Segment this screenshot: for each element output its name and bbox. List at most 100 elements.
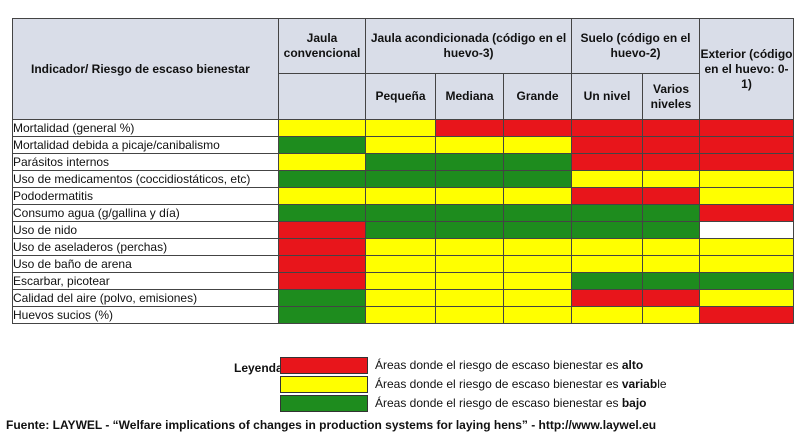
row-label: Huevos sucios (%) xyxy=(12,306,279,324)
risk-cell-red xyxy=(642,153,700,171)
risk-cell-yellow xyxy=(503,306,572,324)
risk-cell-yellow xyxy=(435,306,504,324)
risk-cell-green xyxy=(642,221,700,239)
header-medium: Mediana xyxy=(435,73,504,120)
risk-cell-yellow xyxy=(365,272,436,290)
risk-cell-yellow xyxy=(699,255,794,273)
risk-cell-yellow xyxy=(278,187,366,205)
header-small: Pequeña xyxy=(365,73,436,120)
risk-cell-yellow xyxy=(365,187,436,205)
risk-cell-red xyxy=(435,119,504,137)
legend-text-low-main: Áreas donde el riesgo de escaso bienesta… xyxy=(375,396,622,410)
table-row: Pododermatitis xyxy=(12,187,794,205)
table-row: Calidad del aire (polvo, emisiones) xyxy=(12,289,794,307)
header-conventional-empty xyxy=(278,73,366,120)
row-label: Escarbar, picotear xyxy=(12,272,279,290)
risk-cell-red xyxy=(642,136,700,154)
risk-cell-yellow xyxy=(503,238,572,256)
table-row: Parásitos internos xyxy=(12,153,794,171)
header-multi-level: Varios niveles xyxy=(642,73,700,120)
risk-cell-green xyxy=(365,153,436,171)
header-outdoor: Exterior (código en el huevo: 0-1) xyxy=(699,18,794,120)
risk-cell-red xyxy=(699,204,794,222)
row-label: Uso de nido xyxy=(12,221,279,239)
risk-cell-yellow xyxy=(699,187,794,205)
table-row: Uso de medicamentos (coccidiostáticos, e… xyxy=(12,170,794,188)
risk-cell-green xyxy=(571,272,643,290)
risk-cell-yellow xyxy=(503,136,572,154)
table-row: Consumo agua (g/gallina y día) xyxy=(12,204,794,222)
risk-cell-green xyxy=(278,170,366,188)
risk-cell-yellow xyxy=(571,238,643,256)
risk-cell-red xyxy=(571,289,643,307)
risk-cell-yellow xyxy=(435,272,504,290)
risk-cell-green xyxy=(503,153,572,171)
legend-swatch-low xyxy=(280,395,368,412)
row-label: Mortalidad (general %) xyxy=(12,119,279,137)
risk-cell-red xyxy=(699,136,794,154)
row-label: Calidad del aire (polvo, emisiones) xyxy=(12,289,279,307)
risk-cell-yellow xyxy=(435,187,504,205)
risk-cell-yellow xyxy=(278,119,366,137)
risk-cell-green xyxy=(435,221,504,239)
risk-cell-green xyxy=(503,221,572,239)
risk-cell-green xyxy=(503,170,572,188)
row-label: Uso de aseladeros (perchas) xyxy=(12,238,279,256)
risk-cell-yellow xyxy=(642,170,700,188)
risk-cell-red xyxy=(571,153,643,171)
risk-cell-yellow xyxy=(503,255,572,273)
legend-text-high: Áreas donde el riesgo de escaso bienesta… xyxy=(375,358,643,372)
risk-cell-yellow xyxy=(503,272,572,290)
risk-cell-yellow xyxy=(365,306,436,324)
row-label: Consumo agua (g/gallina y día) xyxy=(12,204,279,222)
risk-cell-red xyxy=(278,272,366,290)
legend: Leyenda Áreas donde el riesgo de escaso … xyxy=(0,352,800,412)
risk-cell-green xyxy=(699,272,794,290)
risk-cell-yellow xyxy=(699,238,794,256)
risk-cell-yellow xyxy=(365,119,436,137)
risk-cell-yellow xyxy=(365,136,436,154)
header-enriched-label: Jaula acondicionada (código en el huevo-… xyxy=(370,31,567,60)
risk-cell-yellow xyxy=(365,255,436,273)
header-large: Grande xyxy=(503,73,572,120)
risk-cell-yellow xyxy=(642,238,700,256)
risk-cell-yellow xyxy=(435,289,504,307)
risk-cell-green xyxy=(642,204,700,222)
risk-cell-green xyxy=(278,204,366,222)
table-row: Uso de aseladeros (perchas) xyxy=(12,238,794,256)
risk-cell-red xyxy=(503,119,572,137)
table-row: Uso de nido xyxy=(12,221,794,239)
risk-cell-red xyxy=(642,187,700,205)
risk-cell-yellow xyxy=(278,153,366,171)
risk-cell-green xyxy=(365,221,436,239)
source-citation: Fuente: LAYWEL - “Welfare implications o… xyxy=(6,418,657,432)
risk-cell-yellow xyxy=(571,306,643,324)
risk-cell-green xyxy=(365,170,436,188)
legend-text-variable-main: Áreas donde el riesgo de escaso bienesta… xyxy=(375,377,622,391)
risk-cell-yellow xyxy=(365,289,436,307)
header-indicator: Indicador/ Riesgo de escaso bienestar xyxy=(12,18,279,120)
risk-cell-yellow xyxy=(699,170,794,188)
legend-text-variable: Áreas donde el riesgo de escaso bienesta… xyxy=(375,377,667,391)
table-row: Uso de baño de arena xyxy=(12,255,794,273)
table-row: Escarbar, picotear xyxy=(12,272,794,290)
legend-text-variable-bold: variab xyxy=(621,377,658,391)
table-row: Mortalidad (general %) xyxy=(12,119,794,137)
header-enriched-cage: Jaula acondicionada (código en el huevo-… xyxy=(365,18,572,74)
legend-text-variable-tail: le xyxy=(657,377,667,391)
legend-swatch-variable xyxy=(280,376,368,393)
legend-text-low: Áreas donde el riesgo de escaso bienesta… xyxy=(375,396,647,410)
risk-cell-green xyxy=(278,289,366,307)
risk-cell-yellow xyxy=(503,289,572,307)
risk-cell-green xyxy=(642,272,700,290)
risk-cell-red xyxy=(699,306,794,324)
risk-cell-green xyxy=(503,204,572,222)
risk-cell-green xyxy=(571,204,643,222)
risk-cell-yellow xyxy=(571,170,643,188)
risk-cell-red xyxy=(699,153,794,171)
header-conventional-cage: Jaula convencional xyxy=(278,18,366,74)
legend-text-low-bold: bajo xyxy=(621,396,647,410)
risk-cell-yellow xyxy=(435,238,504,256)
row-label: Uso de medicamentos (coccidiostáticos, e… xyxy=(12,170,279,188)
row-label: Mortalidad debida a picaje/canibalismo xyxy=(12,136,279,154)
